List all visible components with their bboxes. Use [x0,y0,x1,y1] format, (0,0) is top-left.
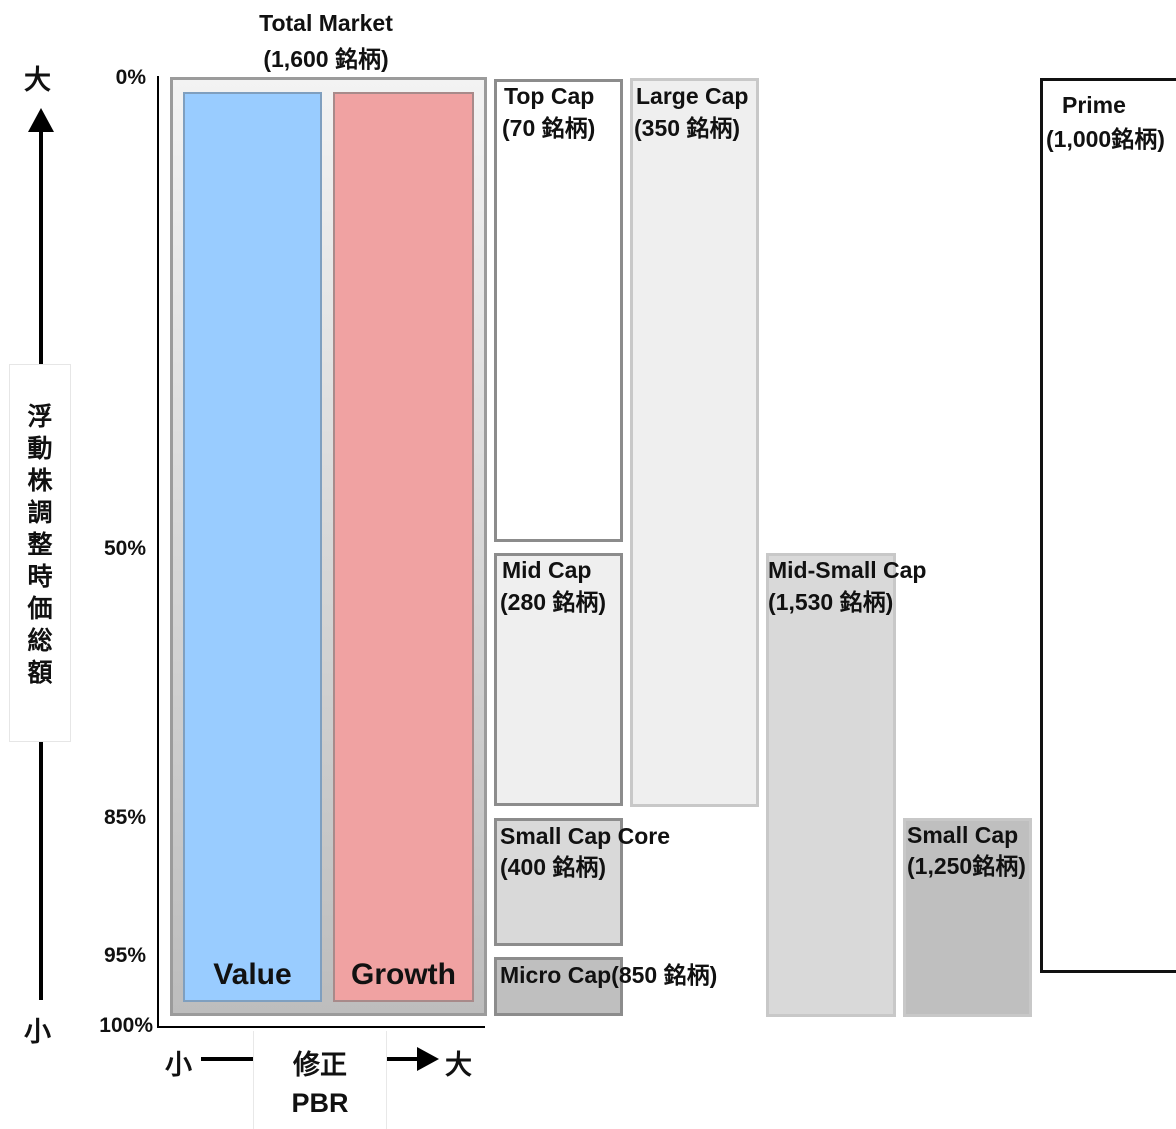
prime-count: (1,000銘柄) [1046,126,1165,152]
axis-bottom-label: 小 [24,1017,51,1047]
growth-label: Growth [351,958,456,991]
small-cap-core-box [494,818,623,946]
large-cap-box [630,78,759,807]
axis-line-upper [39,128,43,366]
pbr-title-line1: 修正 [293,1050,347,1080]
plot-y-axis [157,76,159,1028]
top-cap-box [494,79,623,542]
pct-label-95: 95% [103,944,146,967]
large-cap-count: (350 銘柄) [634,115,741,141]
pbr-title-line2: PBR [291,1088,349,1118]
micro-cap-name: Micro Cap(850 銘柄) [500,962,718,988]
mid-small-cap-count: (1,530 銘柄) [768,589,894,615]
prime-box [1040,78,1176,973]
pct-label-0: 0% [115,66,146,89]
arrow-right-icon [417,1047,439,1071]
growth-bar [333,92,474,1002]
mid-cap-box [494,553,623,806]
plot-x-axis [157,1026,485,1028]
total-market-title: Total Market [259,10,393,36]
small-cap-name: Small Cap [907,822,1019,848]
pct-label-85: 85% [103,806,146,829]
axis-top-label: 大 [24,65,51,95]
pbr-line-right [387,1057,419,1061]
vertical-axis-title: 浮動株調整時価総額 [27,403,53,687]
pbr-line-left [201,1057,255,1061]
mid-cap-name: Mid Cap [502,557,592,583]
top-cap-count: (70 銘柄) [502,115,596,141]
pbr-small-label: 小 [165,1050,192,1080]
large-cap-name: Large Cap [636,83,749,109]
small-cap-box [903,818,1032,1017]
value-label: Value [213,958,292,991]
vertical-axis-title-box: 浮動株調整時価総額 [9,364,71,742]
prime-name: Prime [1062,92,1126,118]
mid-small-cap-box [766,553,896,1017]
value-bar [183,92,322,1002]
pbr-title-box: 修正 PBR [253,1031,387,1129]
small-cap-core-count: (400 銘柄) [500,854,607,880]
pbr-large-label: 大 [445,1050,472,1080]
small-cap-count: (1,250銘柄) [907,853,1026,879]
mid-small-cap-name: Mid-Small Cap [768,557,927,583]
mid-cap-count: (280 銘柄) [500,589,607,615]
small-cap-core-name: Small Cap Core [500,823,670,849]
axis-line-lower [39,742,43,1000]
micro-cap-box [494,957,623,1016]
total-market-count: (1,600 銘柄) [263,46,389,72]
pct-label-50: 50% [103,537,146,560]
top-cap-name: Top Cap [504,83,595,109]
pct-label-100: 100% [99,1014,153,1037]
